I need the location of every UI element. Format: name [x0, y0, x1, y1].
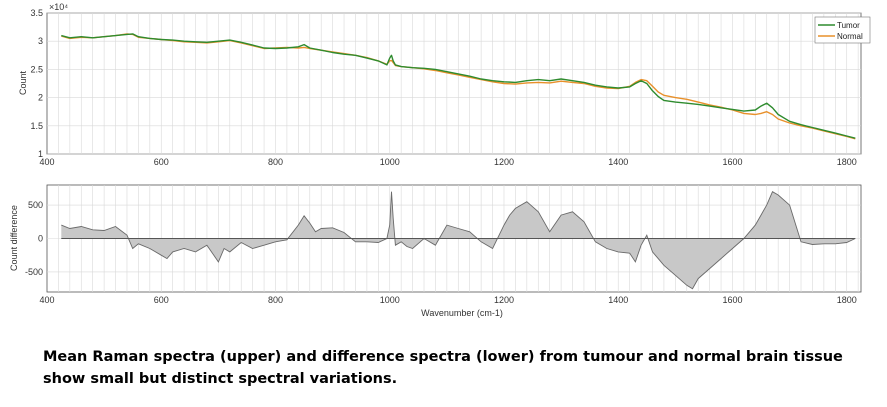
lower-ylabel: Count difference — [9, 205, 19, 271]
x-tick-label: 1200 — [494, 295, 514, 305]
y-tick-label: 1.5 — [30, 121, 43, 131]
legend-label-normal: Normal — [837, 32, 863, 41]
x-tick-label: 800 — [268, 157, 283, 167]
x-tick-label: 1200 — [494, 157, 514, 167]
x-tick-label: 400 — [39, 157, 54, 167]
x-tick-label: 600 — [154, 157, 169, 167]
y-tick-label: 1 — [38, 149, 43, 159]
difference-spectrum-plot: 400 600 800 1000 1200 1400 1600 1800 500 0 -500 Co… — [9, 184, 862, 318]
figure: 400 600 800 1000 1200 1400 1600 1800 1 1.5 2 2.5 3 3.… — [9, 2, 871, 318]
series-line-tumor — [61, 33, 856, 139]
upper-spectra-plot: 400 600 800 1000 1200 1400 1600 1800 1 1.5 2 2.5 3 3.… — [18, 2, 871, 167]
x-tick-label: 1600 — [722, 295, 742, 305]
x-tick-label: 600 — [154, 295, 169, 305]
x-tick-label: 1000 — [380, 295, 400, 305]
upper-tick-labels: 400 600 800 1000 1200 1400 1600 1800 1 1.5 2 2.5 3 3.… — [30, 8, 856, 167]
y-tick-label: 0 — [38, 234, 43, 244]
figure-caption: Mean Raman spectra (upper) and differenc… — [43, 349, 843, 387]
y-multiplier-label: ×10⁴ — [49, 2, 68, 12]
difference-fill — [61, 191, 856, 289]
x-tick-label: 1800 — [837, 157, 857, 167]
upper-series-lines — [61, 33, 856, 140]
difference-area — [61, 191, 856, 290]
difference-line — [61, 191, 856, 290]
x-axis-label: Wavenumber (cm-1) — [421, 308, 503, 318]
x-tick-label: 1000 — [380, 157, 400, 167]
y-tick-label: 2.5 — [30, 64, 43, 74]
x-tick-label: 1400 — [608, 295, 628, 305]
legend-label-tumor: Tumor — [837, 21, 860, 30]
lower-tick-labels: 400 600 800 1000 1200 1400 1600 1800 500 0 -500 — [25, 200, 857, 305]
x-tick-label: 400 — [39, 295, 54, 305]
y-tick-label: 2 — [38, 93, 43, 103]
y-tick-label: 500 — [28, 200, 43, 210]
upper-grid — [47, 12, 861, 155]
x-tick-label: 1800 — [837, 295, 857, 305]
y-tick-label: 3 — [38, 36, 43, 46]
legend: Tumor Normal — [814, 16, 871, 44]
upper-ylabel: Count — [18, 71, 28, 96]
x-tick-label: 1600 — [722, 157, 742, 167]
x-tick-label: 1400 — [608, 157, 628, 167]
y-tick-label: 3.5 — [30, 8, 43, 18]
y-tick-label: -500 — [25, 267, 43, 277]
x-tick-label: 800 — [268, 295, 283, 305]
